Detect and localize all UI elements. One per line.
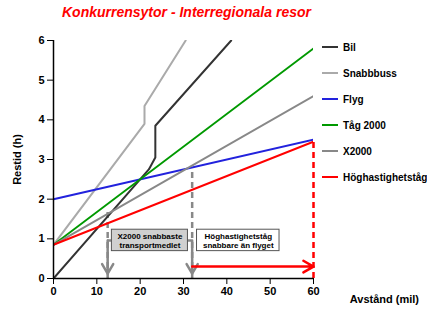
html-text:Konkurrensytor - Interregional: Konkurrensytor - Interregionala resor xyxy=(62,4,311,20)
svg-text:40: 40 xyxy=(221,285,233,297)
svg-text:2: 2 xyxy=(38,193,44,205)
html-text:Bil: Bil xyxy=(343,41,356,53)
svg-text:4: 4 xyxy=(38,113,45,125)
svg-text:1: 1 xyxy=(38,232,44,244)
svg-text:50: 50 xyxy=(264,285,276,297)
html-text:Tåg 2000: Tåg 2000 xyxy=(343,119,386,131)
svg-text:20: 20 xyxy=(134,285,146,297)
svg-text:10: 10 xyxy=(91,285,103,297)
svg-text:0: 0 xyxy=(38,272,44,284)
html-text:Flyg: Flyg xyxy=(343,93,364,105)
svg-text:0: 0 xyxy=(50,285,56,297)
svg-text:60: 60 xyxy=(307,285,319,297)
svg-text:30: 30 xyxy=(177,285,189,297)
svg-text:3: 3 xyxy=(38,153,44,165)
html-text:Avstånd (mil): Avstånd (mil) xyxy=(349,293,419,305)
svg-text:Restid (h): Restid (h) xyxy=(11,134,23,185)
svg-text:5: 5 xyxy=(38,74,44,86)
svg-text:X2000 snabbastetransportmedlet: X2000 snabbastetransportmedlet xyxy=(117,232,182,250)
html-text:Höghastighetståg: Höghastighetståg xyxy=(343,171,427,183)
html-text:Snabbbuss: Snabbbuss xyxy=(343,67,397,79)
html-text:X2000: X2000 xyxy=(343,145,372,157)
svg-text:6: 6 xyxy=(38,34,44,46)
svg-text:Höghastighetstågsnabbare än fl: Höghastighetstågsnabbare än flyget xyxy=(203,232,274,250)
